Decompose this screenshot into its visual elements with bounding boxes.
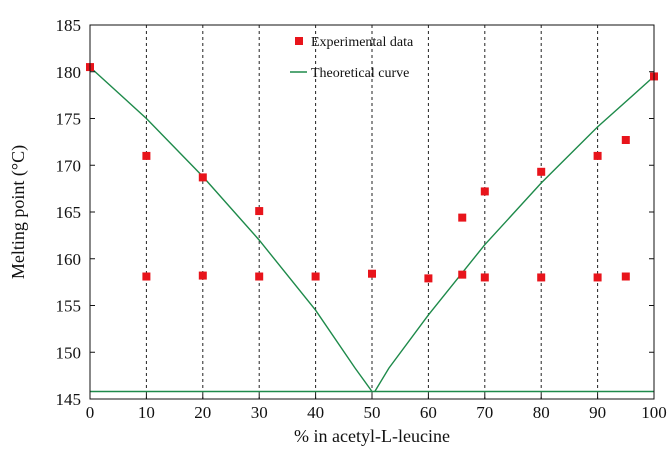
experimental-points (86, 63, 658, 283)
x-tick-label-0: 0 (86, 403, 95, 422)
data-point-11 (458, 270, 467, 279)
theoretical-curve (89, 66, 655, 393)
data-point-2 (142, 272, 151, 281)
theoretical-curve-segment-0 (89, 66, 373, 392)
data-point-7 (311, 272, 320, 281)
y-tick-label-185: 185 (56, 16, 82, 35)
data-point-5 (255, 207, 264, 216)
x-tick-label-40: 40 (307, 403, 324, 422)
legend-marker-experimental (295, 37, 303, 45)
data-point-17 (593, 273, 602, 282)
x-tick-label-70: 70 (476, 403, 493, 422)
x-tick-label-20: 20 (194, 403, 211, 422)
x-tick-label-30: 30 (251, 403, 268, 422)
legend-label-theoretical: Theoretical curve (311, 66, 409, 81)
legend: Experimental data Theoretical curve (290, 35, 414, 81)
data-point-10 (458, 213, 467, 222)
legend-label-experimental: Experimental data (311, 35, 414, 50)
y-axis-title: Melting point (°C) (8, 145, 29, 279)
data-point-19 (621, 272, 630, 281)
y-tick-label-150: 150 (56, 343, 82, 362)
x-tick-label-90: 90 (589, 403, 606, 422)
x-axis-title: % in acetyl-L-leucine (294, 426, 450, 446)
x-tick-label-80: 80 (533, 403, 550, 422)
data-point-8 (368, 269, 376, 278)
y-tick-label-145: 145 (56, 390, 82, 409)
data-point-1 (142, 151, 151, 160)
theoretical-curve-segment-1 (374, 75, 655, 392)
x-tick-label-60: 60 (420, 403, 437, 422)
data-point-13 (480, 273, 489, 282)
y-tick-label-180: 180 (56, 63, 82, 82)
x-tick-label-100: 100 (641, 403, 667, 422)
data-point-4 (198, 271, 207, 280)
data-point-16 (593, 151, 602, 160)
x-tick-label-50: 50 (364, 403, 381, 422)
y-tick-label-165: 165 (56, 203, 82, 222)
y-axis-ticks: 145 150 155 160 165 170 175 180 185 (56, 16, 654, 409)
data-point-15 (537, 273, 546, 282)
x-tick-label-10: 10 (138, 403, 155, 422)
gridlines (145, 25, 599, 399)
y-tick-label-160: 160 (56, 250, 82, 269)
y-tick-label-155: 155 (56, 297, 82, 316)
data-point-6 (255, 272, 264, 281)
data-point-3 (198, 173, 207, 182)
data-point-9 (424, 274, 433, 283)
data-point-18 (621, 136, 630, 145)
x-axis-ticks: 0 10 20 30 40 50 60 70 80 90 100 (86, 394, 667, 422)
y-tick-label-170: 170 (56, 156, 82, 175)
data-point-14 (537, 167, 546, 176)
y-tick-label-175: 175 (56, 110, 82, 129)
data-point-12 (480, 187, 489, 196)
